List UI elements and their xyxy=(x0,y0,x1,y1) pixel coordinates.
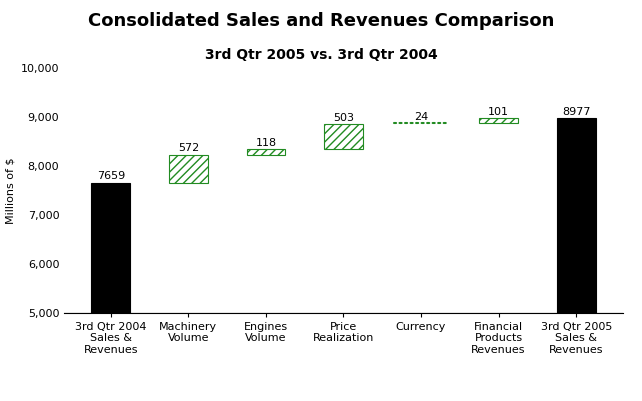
Bar xyxy=(324,124,363,149)
Text: 572: 572 xyxy=(178,144,199,154)
Text: Consolidated Sales and Revenues Comparison: Consolidated Sales and Revenues Comparis… xyxy=(88,12,554,30)
Bar xyxy=(557,118,596,313)
Text: 8977: 8977 xyxy=(562,107,591,117)
Bar xyxy=(479,118,518,123)
Bar xyxy=(169,155,208,183)
Y-axis label: Millions of $: Millions of $ xyxy=(5,157,15,224)
Text: 3rd Qtr 2005 vs. 3rd Qtr 2004: 3rd Qtr 2005 vs. 3rd Qtr 2004 xyxy=(205,48,437,62)
Text: 24: 24 xyxy=(414,112,428,122)
Bar xyxy=(91,183,130,313)
Text: 118: 118 xyxy=(256,138,277,148)
Text: 503: 503 xyxy=(333,113,354,123)
Bar xyxy=(247,149,285,155)
Text: 7659: 7659 xyxy=(96,172,125,182)
Text: 101: 101 xyxy=(488,107,509,117)
